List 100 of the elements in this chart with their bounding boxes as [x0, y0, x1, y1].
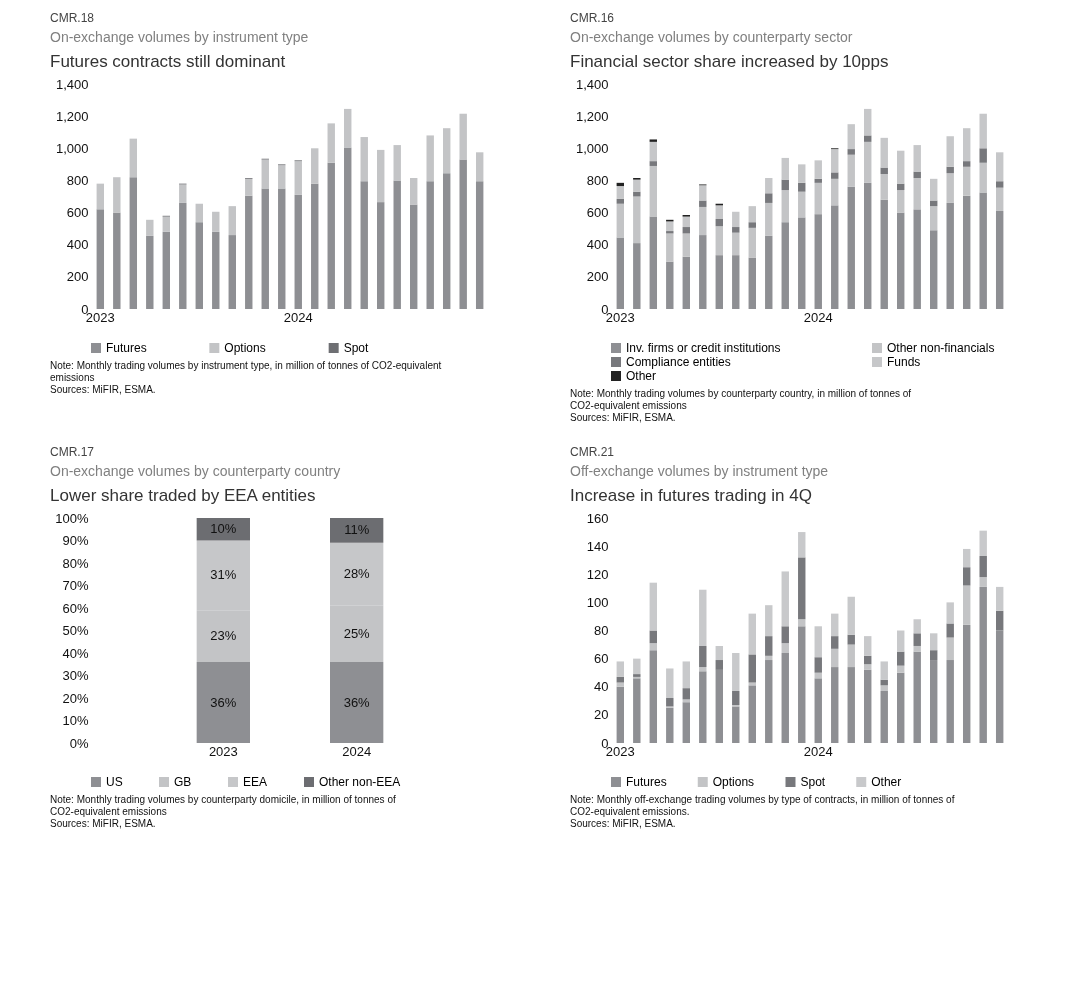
bar: [616, 682, 625, 687]
y-tick-label: 0%: [69, 735, 89, 751]
bar: [979, 113, 987, 149]
data-label: 23%: [210, 628, 237, 644]
bar: [765, 660, 773, 743]
bar: [212, 211, 220, 232]
bar: [699, 671, 707, 743]
bar: [798, 182, 806, 192]
legend-label: Spot: [343, 341, 370, 355]
x-tick-label: 2024: [803, 309, 833, 325]
bar: [666, 698, 674, 707]
bar: [715, 255, 723, 309]
bar: [913, 209, 921, 309]
bar: [946, 602, 954, 624]
chart-subtitle: On-exchange volumes by counterparty sector: [570, 29, 853, 45]
bar: [732, 690, 740, 706]
bar: [880, 690, 888, 743]
bar: [930, 650, 938, 661]
y-tick-label: 1,000: [55, 140, 89, 156]
bar: [831, 648, 839, 668]
bar: [831, 205, 839, 309]
bar: [864, 141, 872, 183]
bar: [146, 235, 154, 309]
bar: [847, 667, 855, 743]
bar: [831, 178, 839, 206]
bar: [946, 637, 954, 661]
bar: [864, 182, 872, 309]
data-label: 10%: [210, 521, 237, 537]
bar: [360, 137, 368, 182]
bar: [913, 633, 921, 646]
bar: [913, 619, 921, 634]
bar: [715, 219, 723, 227]
bar: [979, 530, 987, 556]
y-tick-label: 50%: [62, 623, 89, 638]
bar: [278, 165, 286, 189]
text: Note: Monthly trading volumes by counterparty country, in million of tonnes of CO2-equivalent emissions: [570, 388, 912, 411]
bar: [196, 518, 250, 541]
bar: [649, 139, 658, 142]
bar: [814, 626, 822, 658]
data-label: 31%: [210, 567, 237, 583]
bar: [930, 178, 938, 201]
bar: [649, 165, 658, 217]
bar: [847, 154, 855, 187]
bar: [781, 190, 789, 223]
bar: [748, 257, 756, 309]
bar: [179, 202, 187, 309]
bar: [666, 233, 674, 262]
bar: [847, 644, 855, 668]
bar: [930, 230, 938, 309]
y-tick-label: 120: [586, 566, 609, 582]
bar: [814, 182, 822, 215]
bar: [699, 206, 707, 236]
bar: [880, 685, 888, 691]
bar: [732, 211, 740, 228]
text: CMR.17: [50, 445, 95, 459]
bar: [913, 145, 921, 172]
bar: [765, 193, 773, 203]
bar: [748, 654, 756, 683]
bar: [930, 660, 938, 743]
bar: [897, 212, 905, 309]
y-tick-label: 160: [586, 510, 609, 526]
source-note: Sources: MiFIR, ESMA.: [50, 818, 156, 829]
legend-label: Other: [626, 369, 657, 383]
bar: [798, 191, 806, 218]
y-tick-label: 80%: [62, 555, 89, 571]
bar: [880, 137, 888, 168]
legend-label: EEA: [243, 775, 268, 789]
bar: [327, 162, 335, 309]
y-tick-label: 90%: [62, 533, 89, 548]
source-note: Sources: MiFIR, ESMA.: [570, 412, 676, 423]
bar: [847, 634, 855, 645]
y-tick-label: 60: [594, 651, 609, 667]
y-tick-label: 1,400: [55, 76, 89, 92]
bar: [946, 173, 954, 203]
bar: [344, 108, 352, 148]
bar: [781, 571, 789, 627]
bar: [459, 113, 467, 160]
text: Note: Monthly trading volumes by instrument type, in million of tonnes of CO2-equivalent emissions: [50, 360, 442, 383]
bar: [146, 219, 154, 236]
bar: [330, 518, 384, 543]
legend-label: Futures: [626, 775, 667, 789]
bar: [616, 186, 625, 199]
bar: [715, 660, 723, 670]
bar: [847, 186, 855, 309]
bar: [798, 217, 806, 309]
source-note: Sources: MiFIR, ESMA.: [570, 818, 676, 829]
bar: [666, 221, 674, 232]
legend-label: Futures: [106, 341, 147, 355]
bar: [699, 667, 707, 672]
bar: [228, 235, 236, 309]
bar: [311, 183, 319, 309]
bar: [393, 145, 401, 181]
bar: [946, 202, 954, 309]
data-label: 36%: [343, 694, 371, 710]
bar: [616, 676, 625, 683]
legend-label: Other non-EEA: [319, 775, 401, 789]
bar: [666, 261, 674, 309]
bar: [426, 181, 434, 309]
bar: [781, 643, 789, 653]
text: CMR.18: [50, 11, 95, 25]
